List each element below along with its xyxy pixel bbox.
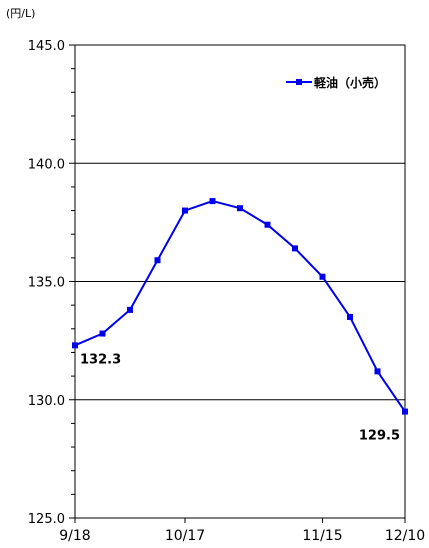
data-point [127,306,133,313]
y-tick-label: 135.0 [28,276,65,291]
data-point [154,257,161,264]
y-tick-labels: 125.0 130.0 135.0 140.0 145.0 [28,39,65,527]
legend-label: 軽油（小売） [314,75,386,90]
legend: 軽油（小売） [286,75,386,90]
y-tick-label: 125.0 [28,512,65,527]
x-tick-label: 9/18 [59,528,90,544]
axes [69,44,406,523]
data-point [264,221,271,228]
data-point [347,313,353,320]
y-unit-label: (円/L) [6,7,35,20]
data-label: 129.5 [359,429,400,444]
x-tick-labels: 9/18 10/17 11/15 12/10 [59,528,425,544]
y-tick-label: 140.0 [28,157,65,172]
gridlines [75,162,405,401]
data-point [402,408,408,415]
data-label: 132.3 [80,352,121,367]
data-point [237,205,243,212]
y-tick-label: 145.0 [28,39,65,54]
data-point [374,368,381,375]
data-point [182,207,188,214]
y-tick-label: 130.0 [28,394,65,409]
x-tick-label: 10/17 [165,528,205,544]
legend-marker [296,79,302,85]
data-point [319,273,326,280]
data-point [72,342,78,349]
x-tick-label: 12/10 [385,528,425,544]
data-labels: 132.3 129.5 [80,352,400,443]
series-line [72,198,408,415]
data-point [292,245,298,252]
series-line-path [74,200,406,413]
data-point [99,330,106,337]
data-point [209,198,216,205]
x-tick-label: 11/15 [302,528,342,544]
